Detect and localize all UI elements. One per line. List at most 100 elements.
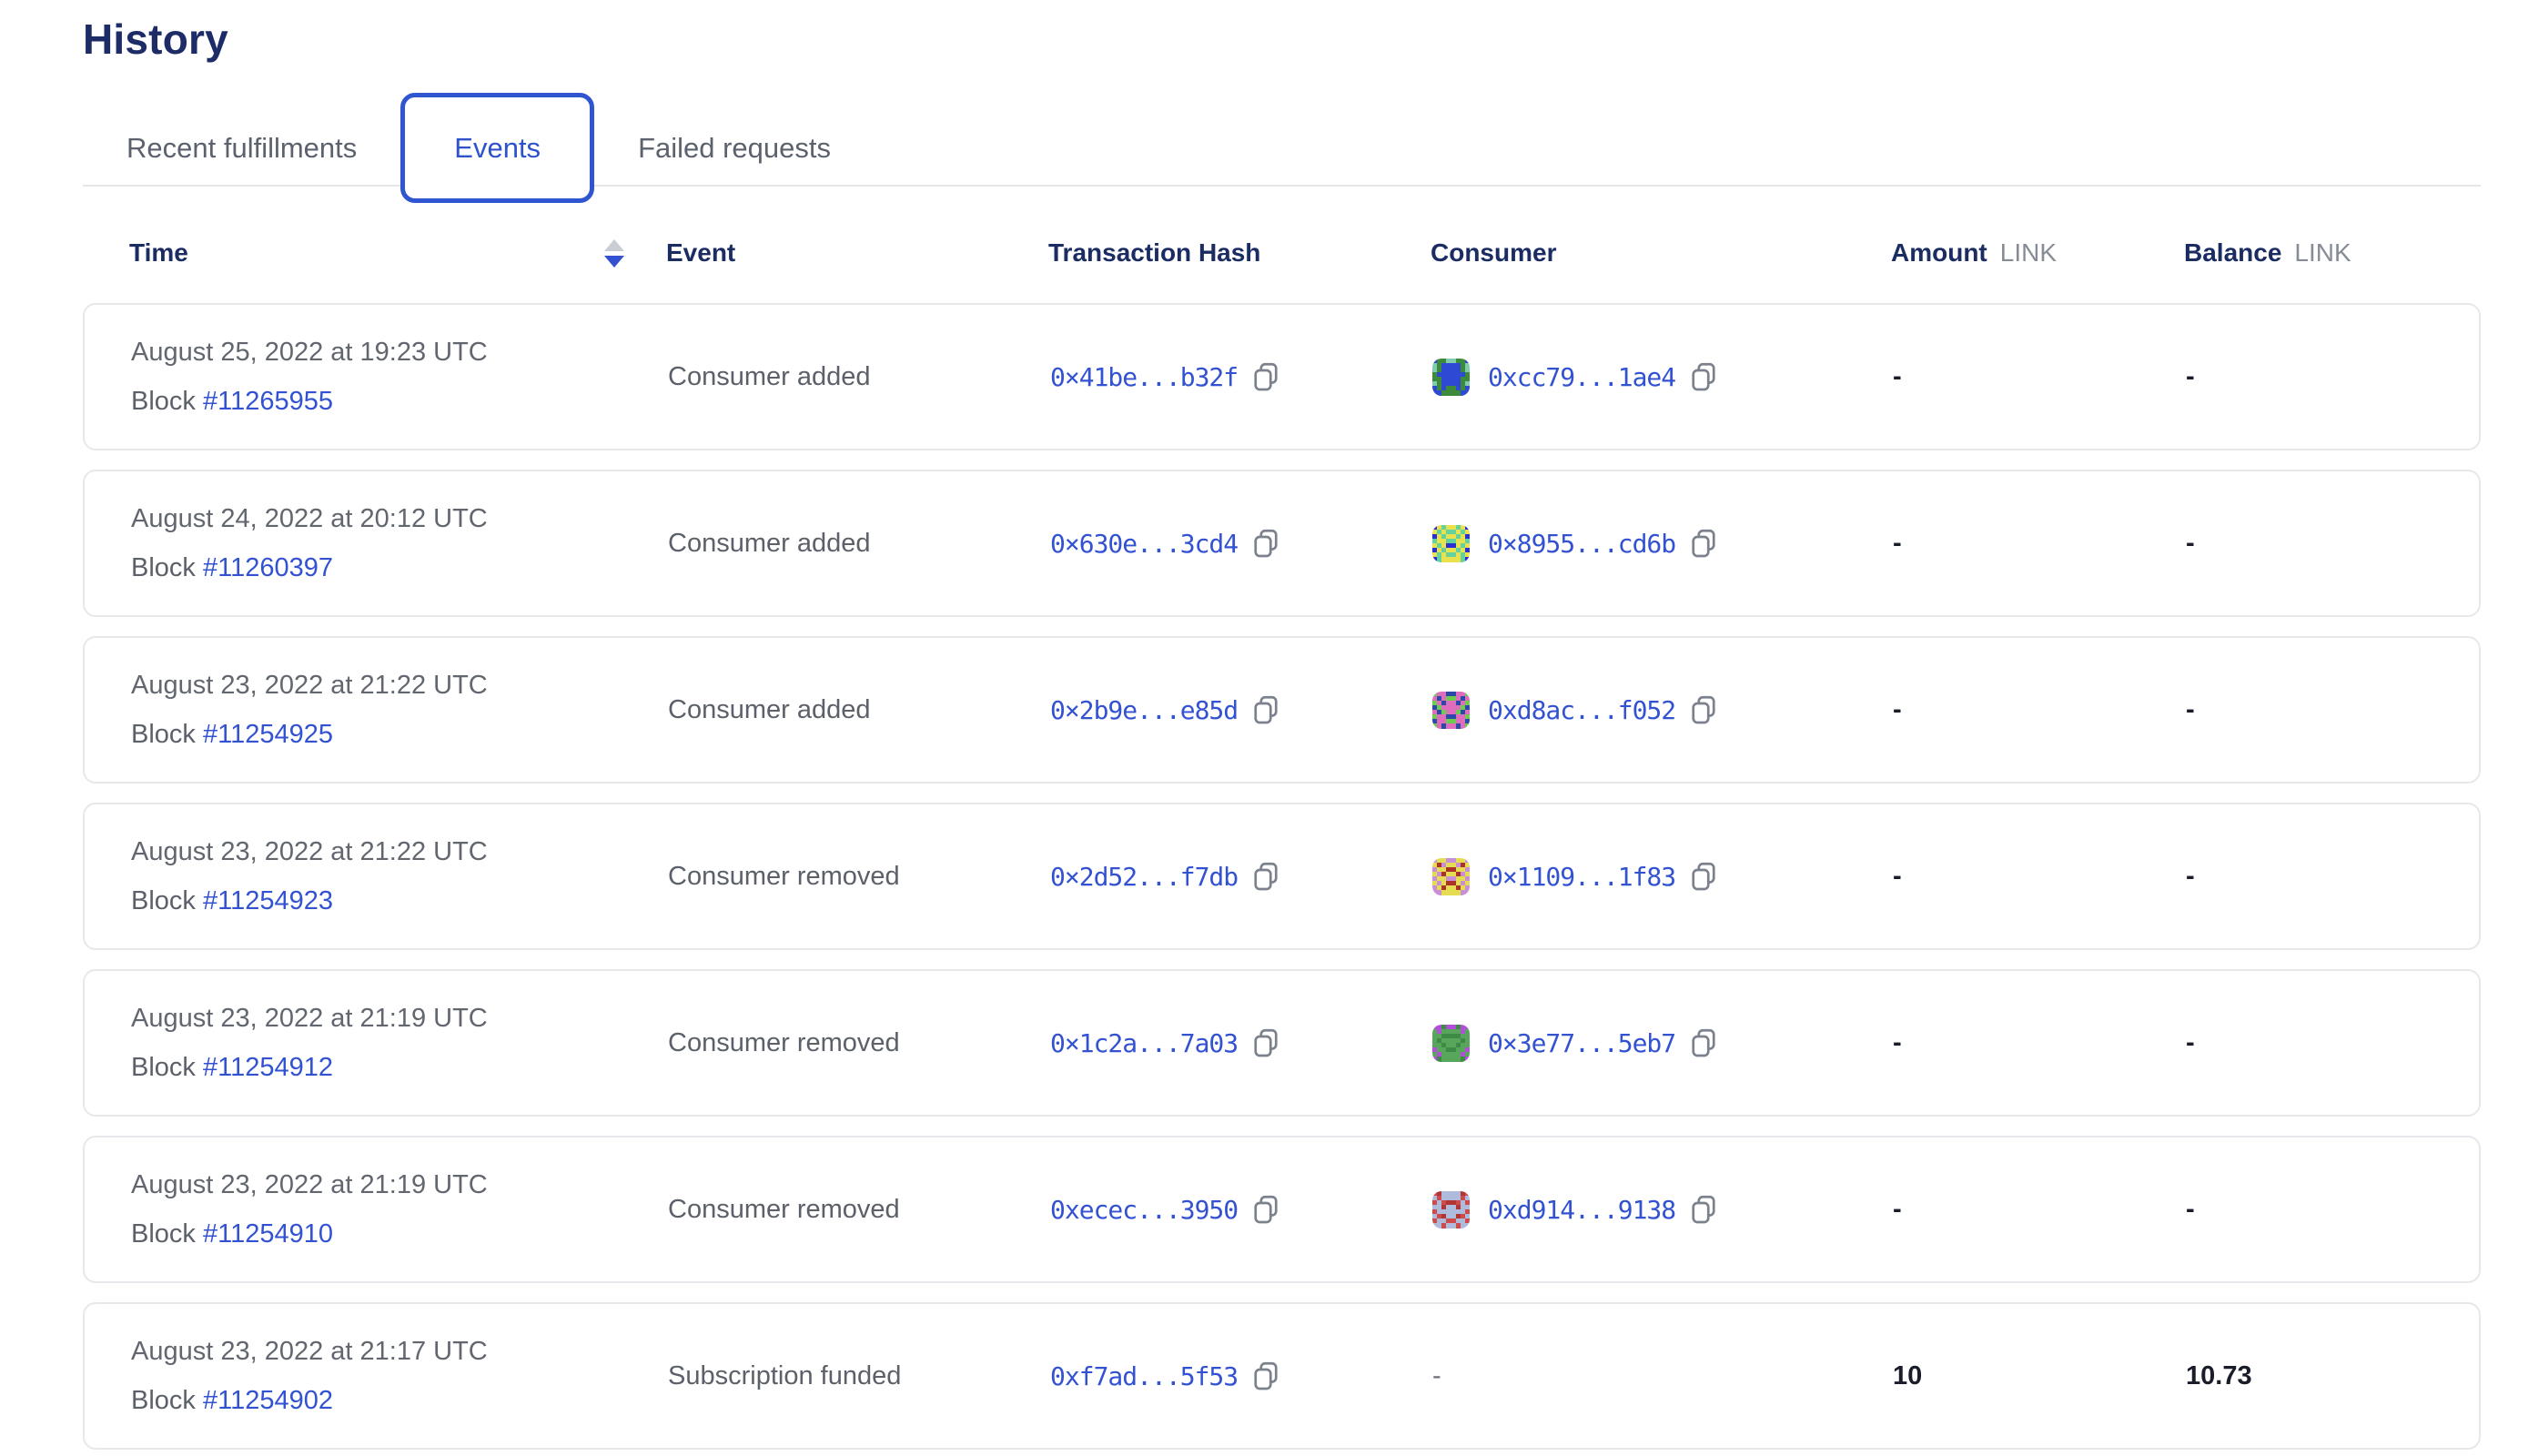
table-row: August 23, 2022 at 21:22 UTC Block #11254… — [83, 803, 2481, 950]
consumer-address-link[interactable]: 0xd914...9138 — [1488, 1194, 1676, 1225]
consumer-identicon-icon — [1432, 691, 1470, 729]
column-header-time-label: Time — [129, 238, 188, 267]
tx-hash-link[interactable]: 0xf7ad...5f53 — [1050, 1360, 1239, 1391]
balance-cell: - — [2186, 694, 2195, 724]
table-row: August 23, 2022 at 21:22 UTC Block #11254… — [83, 636, 2481, 784]
consumer-address-copy-icon[interactable] — [1690, 529, 1717, 559]
consumer-identicon-icon — [1432, 358, 1470, 396]
tx-hash-link[interactable]: 0×1c2a...7a03 — [1050, 1027, 1239, 1058]
block-label: Block — [131, 1218, 203, 1249]
event-cell: Consumer removed — [668, 1194, 900, 1224]
tx-hash-link[interactable]: 0×630e...3cd4 — [1050, 528, 1239, 559]
consumer-address-copy-icon[interactable] — [1690, 1195, 1717, 1225]
block-label: Block — [131, 719, 203, 749]
tx-hash-copy-icon[interactable] — [1252, 695, 1279, 725]
time-cell: August 24, 2022 at 20:12 UTC Block #11260… — [131, 504, 668, 583]
consumer-address-link[interactable]: 0×1109...1f83 — [1488, 861, 1676, 892]
block-link[interactable]: #11254902 — [202, 1385, 333, 1415]
tx-hash-cell: 0×41be...b32f — [1050, 362, 1432, 392]
block-link[interactable]: #11265955 — [202, 386, 333, 416]
tx-hash-link[interactable]: 0×2d52...f7db — [1050, 861, 1239, 892]
consumer-address-link[interactable]: 0xcc79...1ae4 — [1488, 361, 1676, 392]
block-link[interactable]: #11254925 — [202, 719, 333, 749]
consumer-identicon-icon — [1432, 857, 1470, 895]
tx-hash-link[interactable]: 0×41be...b32f — [1050, 361, 1239, 392]
row-date: August 23, 2022 at 21:19 UTC — [131, 1169, 488, 1199]
tx-hash-copy-icon[interactable] — [1252, 529, 1279, 559]
consumer-empty-value: - — [1432, 1360, 1441, 1390]
row-date: August 23, 2022 at 21:22 UTC — [131, 670, 488, 700]
balance-cell: - — [2186, 861, 2195, 891]
tab-failed-requests[interactable]: Failed requests — [638, 131, 832, 164]
consumer-identicon-icon — [1432, 1190, 1470, 1228]
row-date: August 23, 2022 at 21:17 UTC — [131, 1336, 488, 1366]
event-cell: Subscription funded — [668, 1360, 902, 1390]
page-title: History — [83, 15, 228, 63]
event-cell: Consumer added — [668, 528, 871, 558]
table-row: August 23, 2022 at 21:17 UTC Block #11254… — [83, 1302, 2481, 1450]
amount-cell: - — [1893, 361, 1902, 391]
tab-divider — [83, 185, 2481, 187]
block-link[interactable]: #11260397 — [202, 552, 333, 582]
tx-hash-copy-icon[interactable] — [1252, 1361, 1279, 1391]
consumer-cell: - — [1432, 1361, 1893, 1391]
event-rows: August 25, 2022 at 19:23 UTC Block #11265… — [83, 303, 2481, 1450]
column-header-amount: Amount LINK — [1891, 238, 2184, 268]
consumer-cell: 0xcc79...1ae4 — [1432, 358, 1893, 396]
block-line: Block #11254925 — [131, 720, 333, 750]
tx-hash-copy-icon[interactable] — [1252, 1028, 1279, 1058]
consumer-cell: 0×3e77...5eb7 — [1432, 1024, 1893, 1062]
table-header: Time Event Transaction Hash Consumer Amo… — [83, 203, 2481, 303]
block-line: Block #11254912 — [131, 1053, 333, 1083]
event-cell: Consumer removed — [668, 1027, 900, 1057]
consumer-address-link[interactable]: 0xd8ac...f052 — [1488, 694, 1676, 725]
block-line: Block #11254910 — [131, 1219, 333, 1249]
table-row: August 24, 2022 at 20:12 UTC Block #11260… — [83, 470, 2481, 617]
consumer-address-link[interactable]: 0×3e77...5eb7 — [1488, 1027, 1676, 1058]
event-cell: Consumer added — [668, 361, 871, 391]
consumer-address-copy-icon[interactable] — [1690, 862, 1717, 892]
consumer-address-copy-icon[interactable] — [1690, 695, 1717, 725]
table-row: August 25, 2022 at 19:23 UTC Block #11265… — [83, 303, 2481, 450]
tx-hash-link[interactable]: 0×2b9e...e85d — [1050, 694, 1239, 725]
row-date: August 23, 2022 at 21:19 UTC — [131, 1003, 488, 1033]
block-link[interactable]: #11254923 — [202, 885, 333, 915]
tab-recent-fulfillments[interactable]: Recent fulfillments — [126, 131, 358, 164]
consumer-address-link[interactable]: 0×8955...cd6b — [1488, 528, 1676, 559]
block-link[interactable]: #11254910 — [202, 1218, 333, 1249]
amount-cell: 10 — [1893, 1360, 1923, 1390]
column-header-time[interactable]: Time — [129, 238, 666, 268]
amount-cell: - — [1893, 1194, 1902, 1224]
consumer-identicon-icon — [1432, 524, 1470, 562]
tx-hash-cell: 0×2d52...f7db — [1050, 862, 1432, 892]
consumer-address-copy-icon[interactable] — [1690, 362, 1717, 392]
tx-hash-copy-icon[interactable] — [1252, 362, 1279, 392]
amount-unit-label: LINK — [1999, 238, 2058, 267]
balance-unit-label: LINK — [2294, 238, 2351, 267]
consumer-cell: 0×8955...cd6b — [1432, 524, 1893, 562]
block-label: Block — [131, 885, 203, 915]
balance-cell: 10.73 — [2186, 1360, 2252, 1390]
consumer-cell: 0xd8ac...f052 — [1432, 691, 1893, 729]
tx-hash-copy-icon[interactable] — [1252, 862, 1279, 892]
column-header-amount-label: Amount — [1891, 238, 1987, 267]
tab-events[interactable]: Events — [400, 93, 595, 203]
sort-icon[interactable] — [604, 238, 624, 268]
row-date: August 23, 2022 at 21:22 UTC — [131, 836, 488, 866]
block-line: Block #11265955 — [131, 387, 333, 417]
row-date: August 25, 2022 at 19:23 UTC — [131, 337, 488, 367]
tx-hash-cell: 0×630e...3cd4 — [1050, 529, 1432, 559]
tx-hash-copy-icon[interactable] — [1252, 1195, 1279, 1225]
tx-hash-link[interactable]: 0xecec...3950 — [1050, 1194, 1239, 1225]
time-cell: August 23, 2022 at 21:22 UTC Block #11254… — [131, 671, 668, 750]
block-line: Block #11260397 — [131, 553, 333, 583]
block-link[interactable]: #11254912 — [202, 1052, 333, 1082]
tx-hash-cell: 0×2b9e...e85d — [1050, 695, 1432, 725]
column-header-balance-label: Balance — [2184, 238, 2282, 267]
time-cell: August 23, 2022 at 21:19 UTC Block #11254… — [131, 1170, 668, 1249]
consumer-address-copy-icon[interactable] — [1690, 1028, 1717, 1058]
time-cell: August 25, 2022 at 19:23 UTC Block #11265… — [131, 338, 668, 417]
balance-cell: - — [2186, 1027, 2195, 1057]
time-cell: August 23, 2022 at 21:17 UTC Block #11254… — [131, 1337, 668, 1416]
